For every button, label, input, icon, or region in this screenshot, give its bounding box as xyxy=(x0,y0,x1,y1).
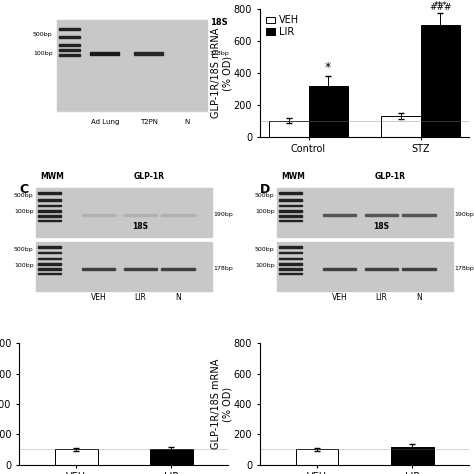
Text: 500bp: 500bp xyxy=(255,247,274,252)
Text: 18S: 18S xyxy=(132,222,148,231)
Bar xyxy=(59,36,80,38)
Bar xyxy=(38,192,61,194)
Bar xyxy=(38,205,61,206)
Text: MWM: MWM xyxy=(282,173,305,182)
Text: GLP-1R: GLP-1R xyxy=(374,173,405,182)
Bar xyxy=(279,215,302,217)
Bar xyxy=(279,268,302,270)
Bar xyxy=(420,26,460,137)
Bar xyxy=(124,214,157,216)
Text: N: N xyxy=(175,293,181,302)
Bar xyxy=(59,27,80,29)
Text: Ad Lung: Ad Lung xyxy=(91,119,119,125)
Bar xyxy=(38,252,61,254)
Text: C: C xyxy=(19,182,28,196)
Text: 178bp: 178bp xyxy=(455,266,474,271)
Text: GLP-1R: GLP-1R xyxy=(133,173,164,182)
Bar xyxy=(295,449,338,465)
Bar xyxy=(38,246,61,248)
Bar xyxy=(38,257,61,259)
Text: 500bp: 500bp xyxy=(14,247,34,252)
Text: 500bp: 500bp xyxy=(33,32,53,37)
Text: N: N xyxy=(184,119,189,125)
Bar xyxy=(124,268,157,270)
Text: ***: *** xyxy=(433,1,447,10)
Bar xyxy=(402,268,436,270)
Bar xyxy=(38,219,61,221)
Bar xyxy=(38,215,61,217)
Bar xyxy=(279,192,302,194)
Text: 18S: 18S xyxy=(210,18,227,27)
Bar xyxy=(382,116,420,137)
Bar xyxy=(279,205,302,206)
Bar xyxy=(279,273,302,274)
Bar xyxy=(55,449,98,465)
Bar xyxy=(276,242,453,291)
Bar xyxy=(134,53,164,55)
Text: D: D xyxy=(260,182,270,196)
Text: LIR: LIR xyxy=(135,293,146,302)
Bar xyxy=(279,219,302,221)
Text: 500bp: 500bp xyxy=(255,193,274,198)
Bar xyxy=(279,257,302,259)
Bar xyxy=(90,53,119,55)
Text: 100bp: 100bp xyxy=(14,209,34,214)
Bar xyxy=(36,242,212,291)
Bar xyxy=(150,449,193,465)
Text: LIR: LIR xyxy=(375,293,387,302)
Text: N: N xyxy=(416,293,422,302)
Y-axis label: GLP-1R/18S mRNA
(% OD): GLP-1R/18S mRNA (% OD) xyxy=(210,28,232,118)
Bar xyxy=(38,268,61,270)
Text: ###: ### xyxy=(429,3,451,12)
Text: 190bp: 190bp xyxy=(214,212,234,217)
Bar xyxy=(365,268,398,270)
Text: VEH: VEH xyxy=(331,293,347,302)
Bar xyxy=(38,210,61,212)
Bar xyxy=(323,214,356,216)
Bar xyxy=(59,49,80,51)
Bar xyxy=(57,19,208,111)
Bar xyxy=(279,246,302,248)
Text: 100bp: 100bp xyxy=(33,52,53,56)
Bar xyxy=(402,214,436,216)
Text: 100bp: 100bp xyxy=(255,209,274,214)
Text: *: * xyxy=(325,61,331,74)
Bar xyxy=(38,199,61,201)
Text: MWM: MWM xyxy=(41,173,64,182)
Bar xyxy=(269,121,309,137)
Bar xyxy=(36,188,212,237)
Bar xyxy=(161,214,195,216)
Legend: VEH, LIR: VEH, LIR xyxy=(264,14,301,38)
Text: VEH: VEH xyxy=(91,293,107,302)
Bar xyxy=(59,54,80,56)
Bar xyxy=(59,44,80,46)
Bar xyxy=(279,264,302,265)
Bar xyxy=(323,268,356,270)
Y-axis label: GLP-1R/18S mRNA
(% OD): GLP-1R/18S mRNA (% OD) xyxy=(210,359,232,449)
Bar xyxy=(279,252,302,254)
Bar xyxy=(309,86,348,137)
Bar xyxy=(82,268,115,270)
Bar xyxy=(82,214,115,216)
Bar xyxy=(161,268,195,270)
Bar xyxy=(276,188,453,237)
Text: 100bp: 100bp xyxy=(255,263,274,268)
Bar xyxy=(38,273,61,274)
Text: 190bp: 190bp xyxy=(455,212,474,217)
Bar xyxy=(279,210,302,212)
Bar xyxy=(365,214,398,216)
Text: 500bp: 500bp xyxy=(14,193,34,198)
Text: 100bp: 100bp xyxy=(14,263,34,268)
Text: T2PN: T2PN xyxy=(140,119,158,125)
Bar xyxy=(279,199,302,201)
Text: 178bp: 178bp xyxy=(210,52,229,56)
Text: 178bp: 178bp xyxy=(214,266,234,271)
Text: 18S: 18S xyxy=(374,222,389,231)
Bar xyxy=(38,264,61,265)
Bar xyxy=(391,447,434,465)
